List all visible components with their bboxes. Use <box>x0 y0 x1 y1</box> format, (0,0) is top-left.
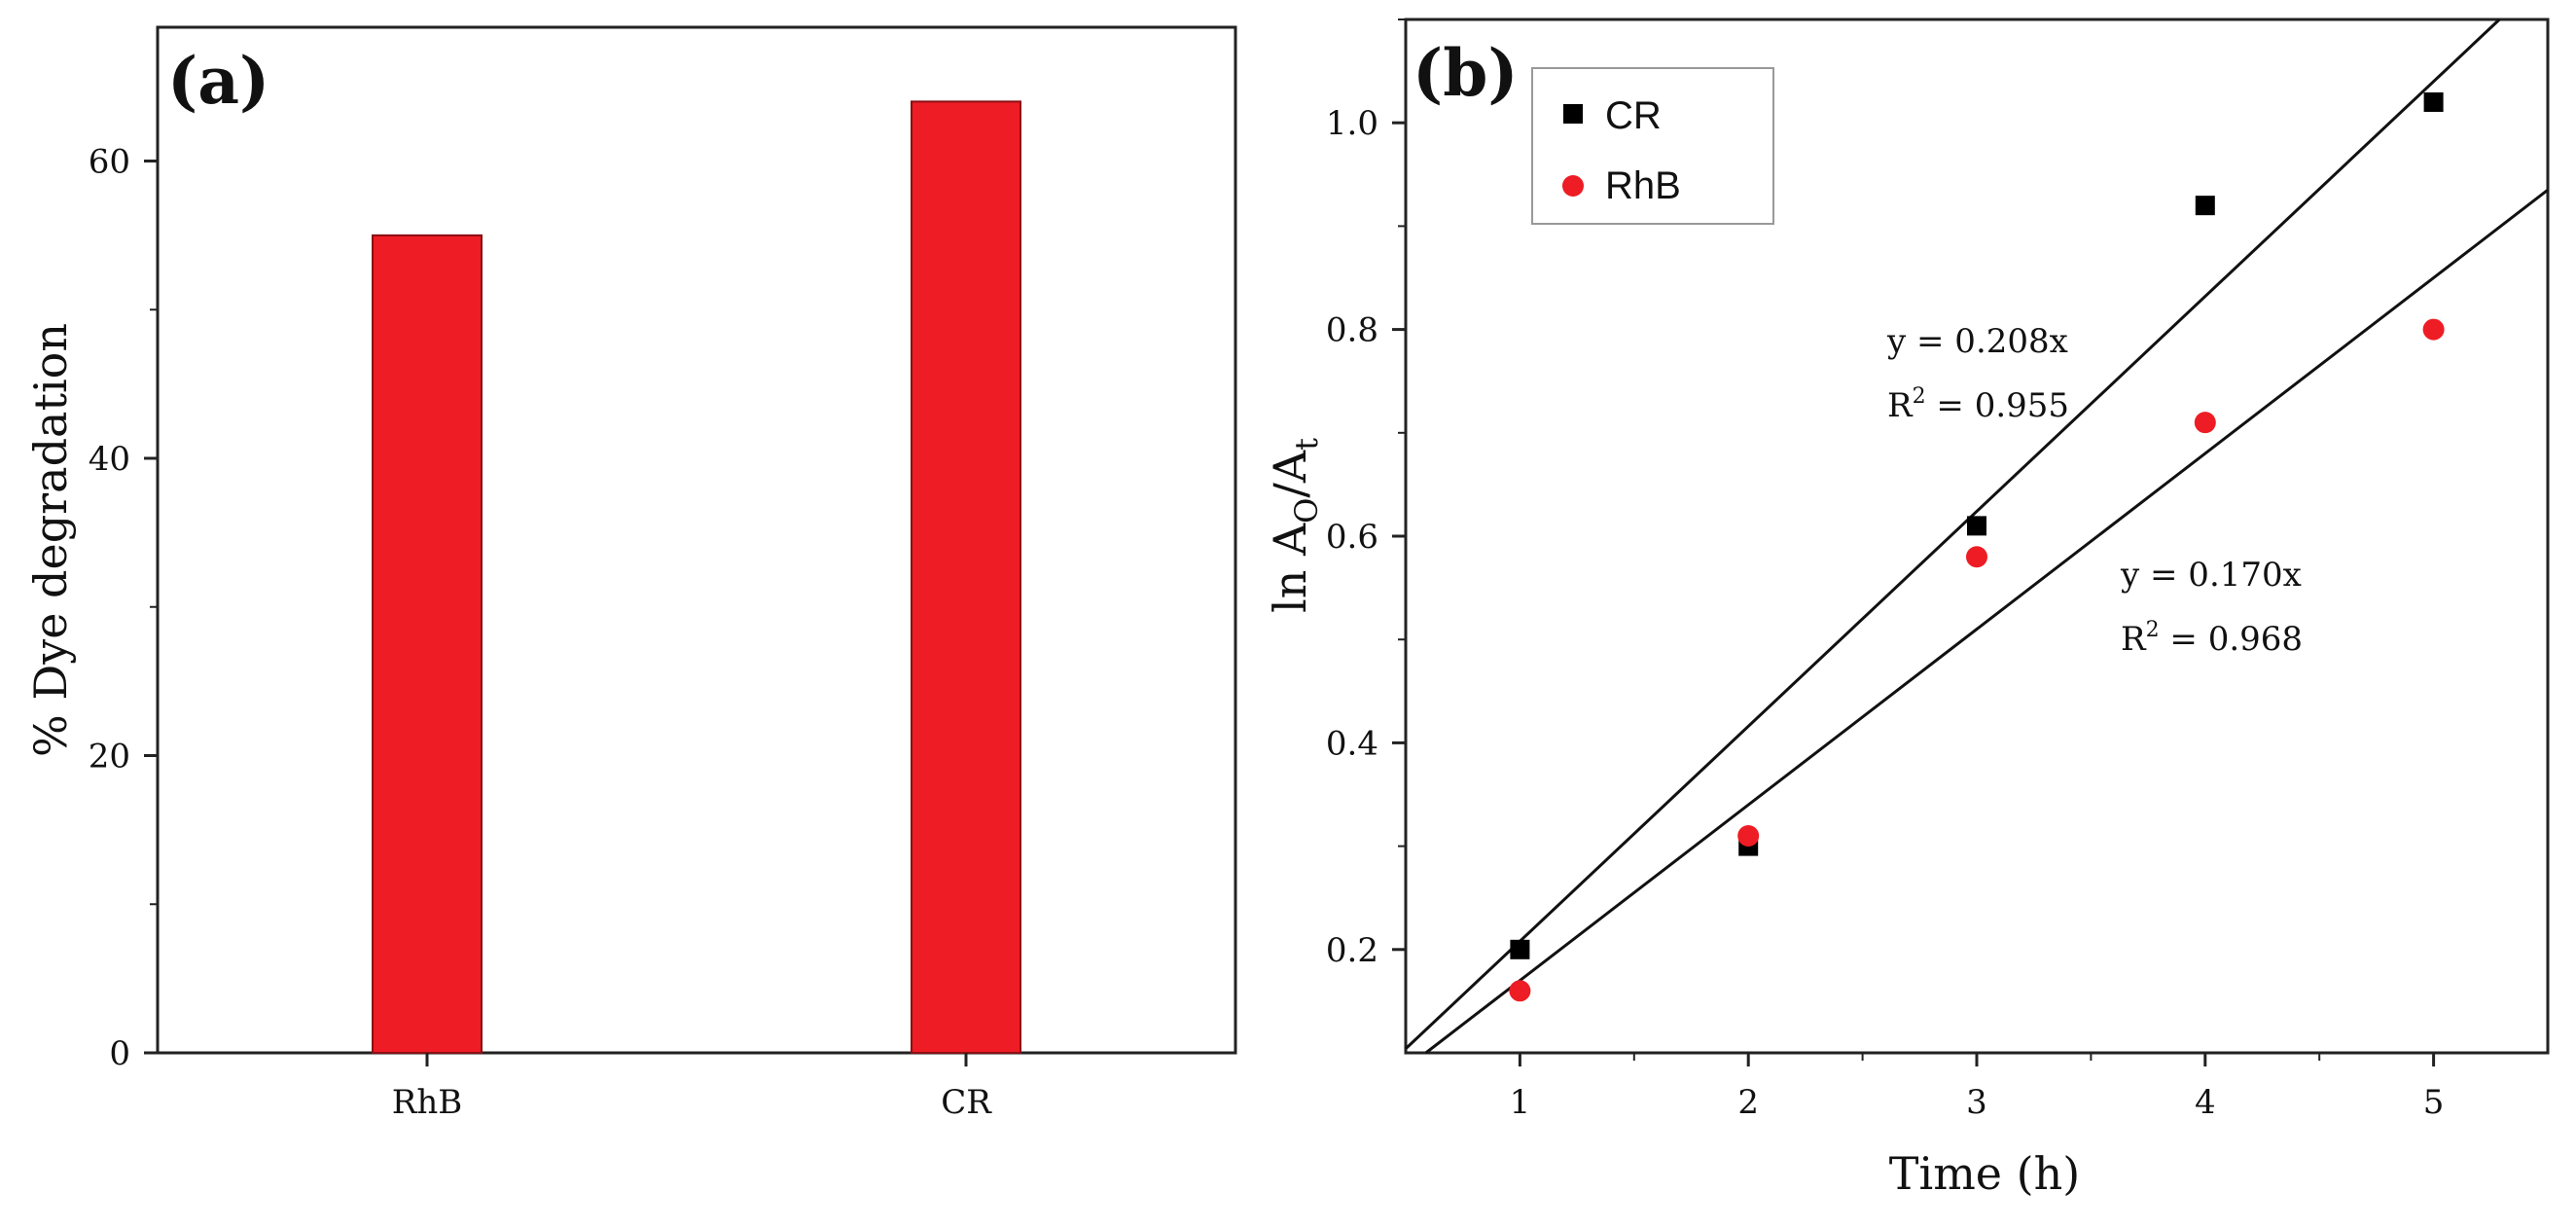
x-tick-label: 2 <box>1737 1083 1759 1122</box>
fit-equation-cr: y = 0.208x <box>1886 322 2068 361</box>
x-axis-ticks: 1 2 3 4 5 <box>1510 1053 2445 1122</box>
x-axis-ticks: RhB CR <box>392 1053 992 1122</box>
r2-prefix: R <box>2121 620 2147 659</box>
fit-equation-rhb: y = 0.170x <box>2120 556 2302 595</box>
point-rhb <box>2422 318 2445 341</box>
fit-r2-cr: R2 = 0.955 <box>1887 384 2069 425</box>
legend-marker-cr <box>1563 104 1583 124</box>
legend: CR RhB <box>1531 67 1774 225</box>
y-tick-label: 0.2 <box>1326 931 1378 970</box>
y-tick-label: 0 <box>109 1034 130 1073</box>
y-axis-title: % Dye degradation <box>24 323 77 757</box>
point-cr <box>1967 516 1986 536</box>
legend-label-rhb: RhB <box>1605 164 1681 207</box>
x-tick-label: 1 <box>1510 1083 1531 1122</box>
bar-chart-panel: 0 20 40 60 RhB CR (a) % Dye degradation <box>24 25 1237 1122</box>
fit-line-rhb <box>1424 189 2549 1055</box>
panel-label: (b) <box>1413 35 1519 111</box>
x-axis-title: Time (h) <box>1889 1147 2080 1200</box>
point-rhb <box>1509 980 1531 1002</box>
legend-marker-rhb <box>1562 175 1584 197</box>
y-title-sub-1: O <box>1288 498 1325 524</box>
r2-superscript: 2 <box>2146 618 2160 642</box>
r2-superscript: 2 <box>1913 384 1926 409</box>
y-axis-title: ln AO/At <box>1264 438 1325 613</box>
y-axis-ticks: 0.2 0.4 0.6 0.8 1.0 <box>1326 18 1406 970</box>
bar-rhb <box>372 234 483 1054</box>
y-tick-label: 20 <box>89 737 130 776</box>
plot-frame <box>156 25 1237 1055</box>
point-cr <box>2423 91 2444 112</box>
y-tick-label: 60 <box>89 142 130 181</box>
y-tick-label: 0.8 <box>1326 311 1378 350</box>
point-cr <box>2195 196 2215 216</box>
data-points <box>1509 91 2445 1002</box>
y-axis-ticks: 0 20 40 60 <box>89 142 158 1073</box>
x-tick-label: CR <box>941 1083 992 1122</box>
legend-box <box>1531 67 1774 225</box>
point-rhb <box>1737 824 1760 847</box>
y-tick-label: 40 <box>89 440 130 479</box>
y-tick-label: 0.6 <box>1326 518 1378 557</box>
y-title-slash: /A <box>1264 450 1316 497</box>
r2-value: = 0.968 <box>2160 620 2303 659</box>
scatter-chart-panel: 0.2 0.4 0.6 0.8 1.0 1 2 3 4 5 (b) CR RhB y = 0.2… <box>1264 18 2550 1200</box>
x-tick-label: 5 <box>2423 1083 2445 1122</box>
panel-label: (a) <box>167 43 269 119</box>
bar-group <box>372 100 1021 1054</box>
point-rhb <box>2194 412 2216 434</box>
fit-annotation-cr: y = 0.208x R2 = 0.955 <box>1886 322 2069 425</box>
point-cr <box>1510 939 1530 959</box>
x-tick-label: 3 <box>1966 1083 1987 1122</box>
fit-r2-rhb: R2 = 0.968 <box>2121 618 2303 659</box>
y-tick-label: 0.4 <box>1326 724 1378 763</box>
fit-lines <box>1404 18 2549 1055</box>
y-title-main: ln A <box>1264 523 1316 613</box>
y-tick-label: 1.0 <box>1326 104 1378 143</box>
bar-cr <box>911 100 1021 1054</box>
legend-label-cr: CR <box>1605 94 1662 137</box>
fit-line-cr <box>1404 18 2501 1050</box>
x-tick-label: RhB <box>392 1083 462 1122</box>
y-title-sub-2: t <box>1288 438 1325 451</box>
r2-value: = 0.955 <box>1926 386 2069 425</box>
fit-annotation-rhb: y = 0.170x R2 = 0.968 <box>2120 556 2303 659</box>
x-tick-label: 4 <box>2195 1083 2216 1122</box>
r2-prefix: R <box>1887 386 1914 425</box>
point-rhb <box>1966 546 1987 568</box>
